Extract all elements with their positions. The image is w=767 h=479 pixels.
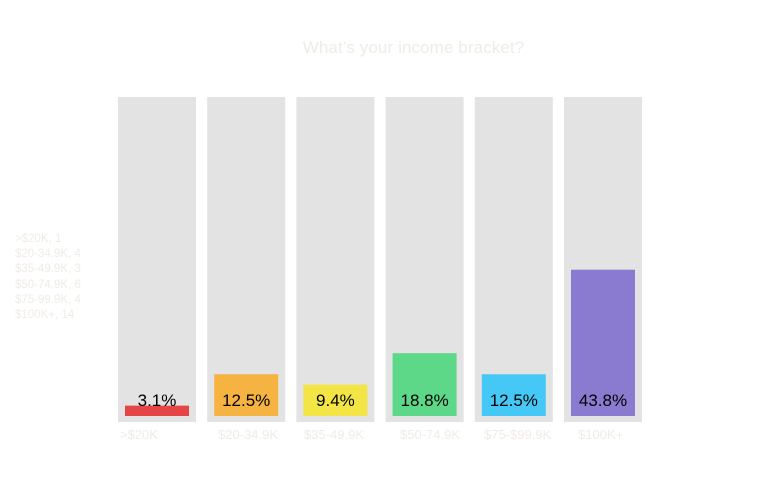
category-label: $20-34.9K bbox=[218, 427, 278, 442]
bar bbox=[303, 384, 368, 416]
chart-title: What’s your income bracket? bbox=[302, 38, 525, 57]
bar-track bbox=[207, 97, 286, 422]
data-label: 3.1% bbox=[138, 391, 177, 410]
data-label: 43.8% bbox=[579, 391, 627, 410]
bar bbox=[214, 374, 279, 416]
category-label: $75-$99.9K bbox=[484, 427, 552, 442]
bar bbox=[125, 405, 189, 416]
legend-entry: $20-34.9K, 4 bbox=[15, 248, 81, 261]
category-label: $100K+ bbox=[578, 427, 623, 442]
legend-entry: $50-74.9K, 6 bbox=[15, 278, 81, 291]
counts-legend: >$20K, 1 $20-34.9K, 4 $35-49.9K, 3 $50-7… bbox=[15, 232, 81, 323]
category-label: $35-49.9K bbox=[304, 427, 364, 442]
bar bbox=[481, 374, 546, 416]
category-label: >$20K bbox=[120, 427, 158, 442]
legend-entry: $75-99.9K, 4 bbox=[15, 293, 81, 306]
category-label: $50-74.9K bbox=[400, 427, 460, 442]
bar bbox=[571, 269, 635, 416]
legend-entry: >$20K, 1 bbox=[15, 233, 62, 245]
data-label: 12.5% bbox=[490, 391, 538, 410]
data-label: 9.4% bbox=[316, 391, 355, 410]
bar-track bbox=[474, 97, 553, 422]
bar bbox=[392, 353, 457, 416]
data-label: 18.8% bbox=[400, 391, 448, 410]
data-label: 12.5% bbox=[222, 391, 270, 410]
legend-entry: $35-49.9K, 3 bbox=[15, 263, 81, 276]
legend-entry: $100K+, 14 bbox=[15, 309, 75, 322]
bar-track bbox=[118, 97, 196, 422]
bar-track bbox=[296, 97, 375, 422]
